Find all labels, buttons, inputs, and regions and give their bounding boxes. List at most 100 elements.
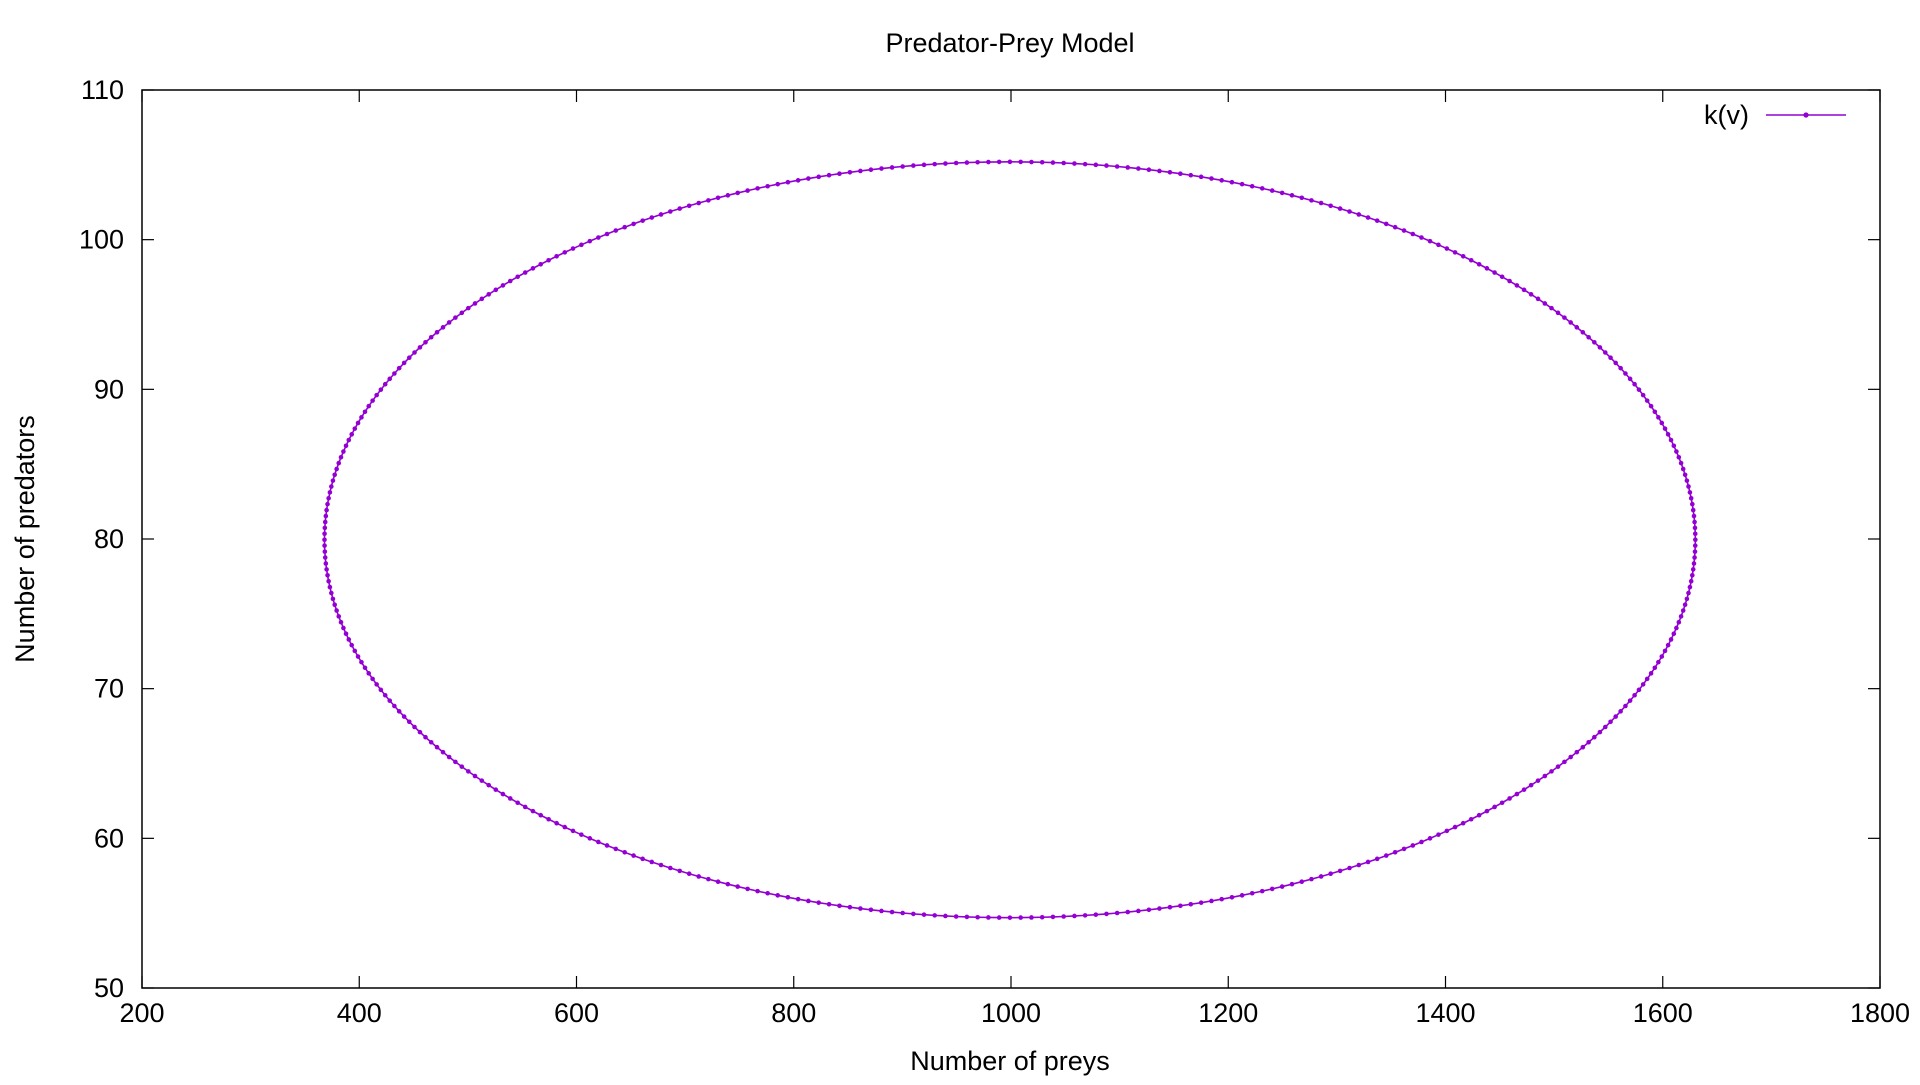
data-point bbox=[1608, 355, 1613, 360]
data-point bbox=[1157, 906, 1162, 911]
data-point bbox=[1249, 183, 1255, 189]
data-point bbox=[837, 171, 842, 177]
axis-ticks: 200 400 600 800 1000 1200 1400 1600 1800 50 60 70 80… bbox=[79, 75, 1910, 1028]
data-point bbox=[755, 888, 760, 894]
data-point bbox=[1082, 161, 1088, 167]
data-point bbox=[1318, 874, 1324, 879]
data-point bbox=[1239, 893, 1245, 898]
data-point bbox=[1146, 907, 1152, 913]
data-point bbox=[1608, 719, 1613, 725]
data-point bbox=[1640, 682, 1646, 687]
data-point bbox=[1528, 782, 1534, 788]
data-point bbox=[1693, 537, 1698, 543]
plot-frame bbox=[141, 89, 1881, 989]
data-point bbox=[1460, 253, 1466, 259]
data-point bbox=[1648, 403, 1654, 409]
data-point bbox=[765, 183, 770, 189]
data-point bbox=[1484, 808, 1490, 814]
data-point bbox=[1374, 856, 1380, 862]
data-point bbox=[1542, 301, 1548, 306]
legend-marker bbox=[1803, 112, 1809, 118]
data-point bbox=[530, 266, 536, 271]
data-point bbox=[996, 159, 1002, 165]
data-point bbox=[530, 808, 536, 814]
data-point bbox=[1337, 868, 1343, 874]
data-point bbox=[686, 203, 692, 209]
data-point bbox=[706, 198, 711, 203]
data-point bbox=[327, 584, 333, 590]
data-point bbox=[1690, 573, 1695, 578]
data-point bbox=[1239, 181, 1245, 187]
data-point bbox=[1476, 261, 1482, 267]
data-point bbox=[1627, 698, 1633, 703]
data-point bbox=[1392, 224, 1398, 230]
data-point bbox=[453, 759, 458, 765]
data-point bbox=[515, 274, 520, 280]
data-point bbox=[370, 398, 375, 403]
data-point bbox=[1452, 824, 1458, 830]
data-point bbox=[1648, 671, 1654, 676]
data-point bbox=[1592, 734, 1597, 740]
data-point bbox=[334, 466, 339, 472]
data-point bbox=[837, 903, 842, 909]
data-point bbox=[387, 698, 393, 703]
data-point bbox=[355, 420, 361, 426]
data-point bbox=[1289, 193, 1295, 198]
data-point bbox=[459, 764, 465, 769]
data-point bbox=[362, 665, 368, 671]
data-point bbox=[329, 590, 334, 596]
data-point bbox=[428, 334, 434, 340]
x-tick-label: 1200 bbox=[1198, 998, 1258, 1028]
data-point bbox=[392, 371, 397, 376]
data-point bbox=[1678, 460, 1684, 466]
data-point bbox=[1687, 584, 1693, 590]
data-point bbox=[370, 676, 375, 682]
data-point bbox=[622, 224, 627, 230]
data-point bbox=[889, 909, 895, 915]
data-point bbox=[349, 642, 355, 648]
data-point bbox=[858, 168, 863, 174]
data-point bbox=[686, 871, 692, 877]
data-point bbox=[493, 287, 499, 293]
data-point bbox=[1299, 879, 1305, 884]
data-point bbox=[964, 914, 970, 920]
data-point bbox=[1383, 853, 1389, 858]
data-point bbox=[1549, 769, 1554, 774]
data-point bbox=[613, 846, 619, 852]
data-point bbox=[879, 908, 884, 914]
data-point bbox=[1682, 602, 1688, 608]
data-point bbox=[1146, 167, 1152, 172]
data-point bbox=[1692, 543, 1698, 548]
data-point bbox=[466, 769, 471, 774]
data-point bbox=[323, 561, 329, 566]
data-point bbox=[1586, 334, 1591, 340]
data-point bbox=[1114, 164, 1120, 169]
data-point bbox=[374, 392, 379, 398]
data-point bbox=[1562, 759, 1567, 765]
data-point bbox=[1671, 443, 1677, 449]
chart-title: Predator-Prey Model bbox=[885, 28, 1134, 58]
data-point bbox=[1613, 360, 1618, 366]
data-point bbox=[1029, 159, 1034, 165]
data-point bbox=[1392, 850, 1398, 855]
data-point bbox=[522, 804, 528, 810]
data-point bbox=[1632, 381, 1637, 387]
data-point bbox=[434, 744, 440, 750]
data-point bbox=[1602, 350, 1608, 355]
series-line-k-v bbox=[323, 161, 1697, 919]
data-point bbox=[640, 218, 645, 223]
data-point bbox=[466, 305, 471, 311]
data-point bbox=[479, 296, 485, 302]
data-point bbox=[658, 212, 664, 217]
data-point bbox=[677, 868, 683, 874]
data-point bbox=[1289, 881, 1295, 887]
data-point bbox=[1549, 305, 1554, 311]
data-point bbox=[975, 914, 980, 920]
data-point bbox=[1072, 913, 1077, 919]
data-point bbox=[1401, 228, 1407, 233]
data-point bbox=[349, 432, 355, 437]
data-point bbox=[1061, 160, 1066, 166]
data-point bbox=[1692, 525, 1698, 531]
data-point bbox=[522, 270, 528, 275]
data-point bbox=[546, 816, 551, 822]
